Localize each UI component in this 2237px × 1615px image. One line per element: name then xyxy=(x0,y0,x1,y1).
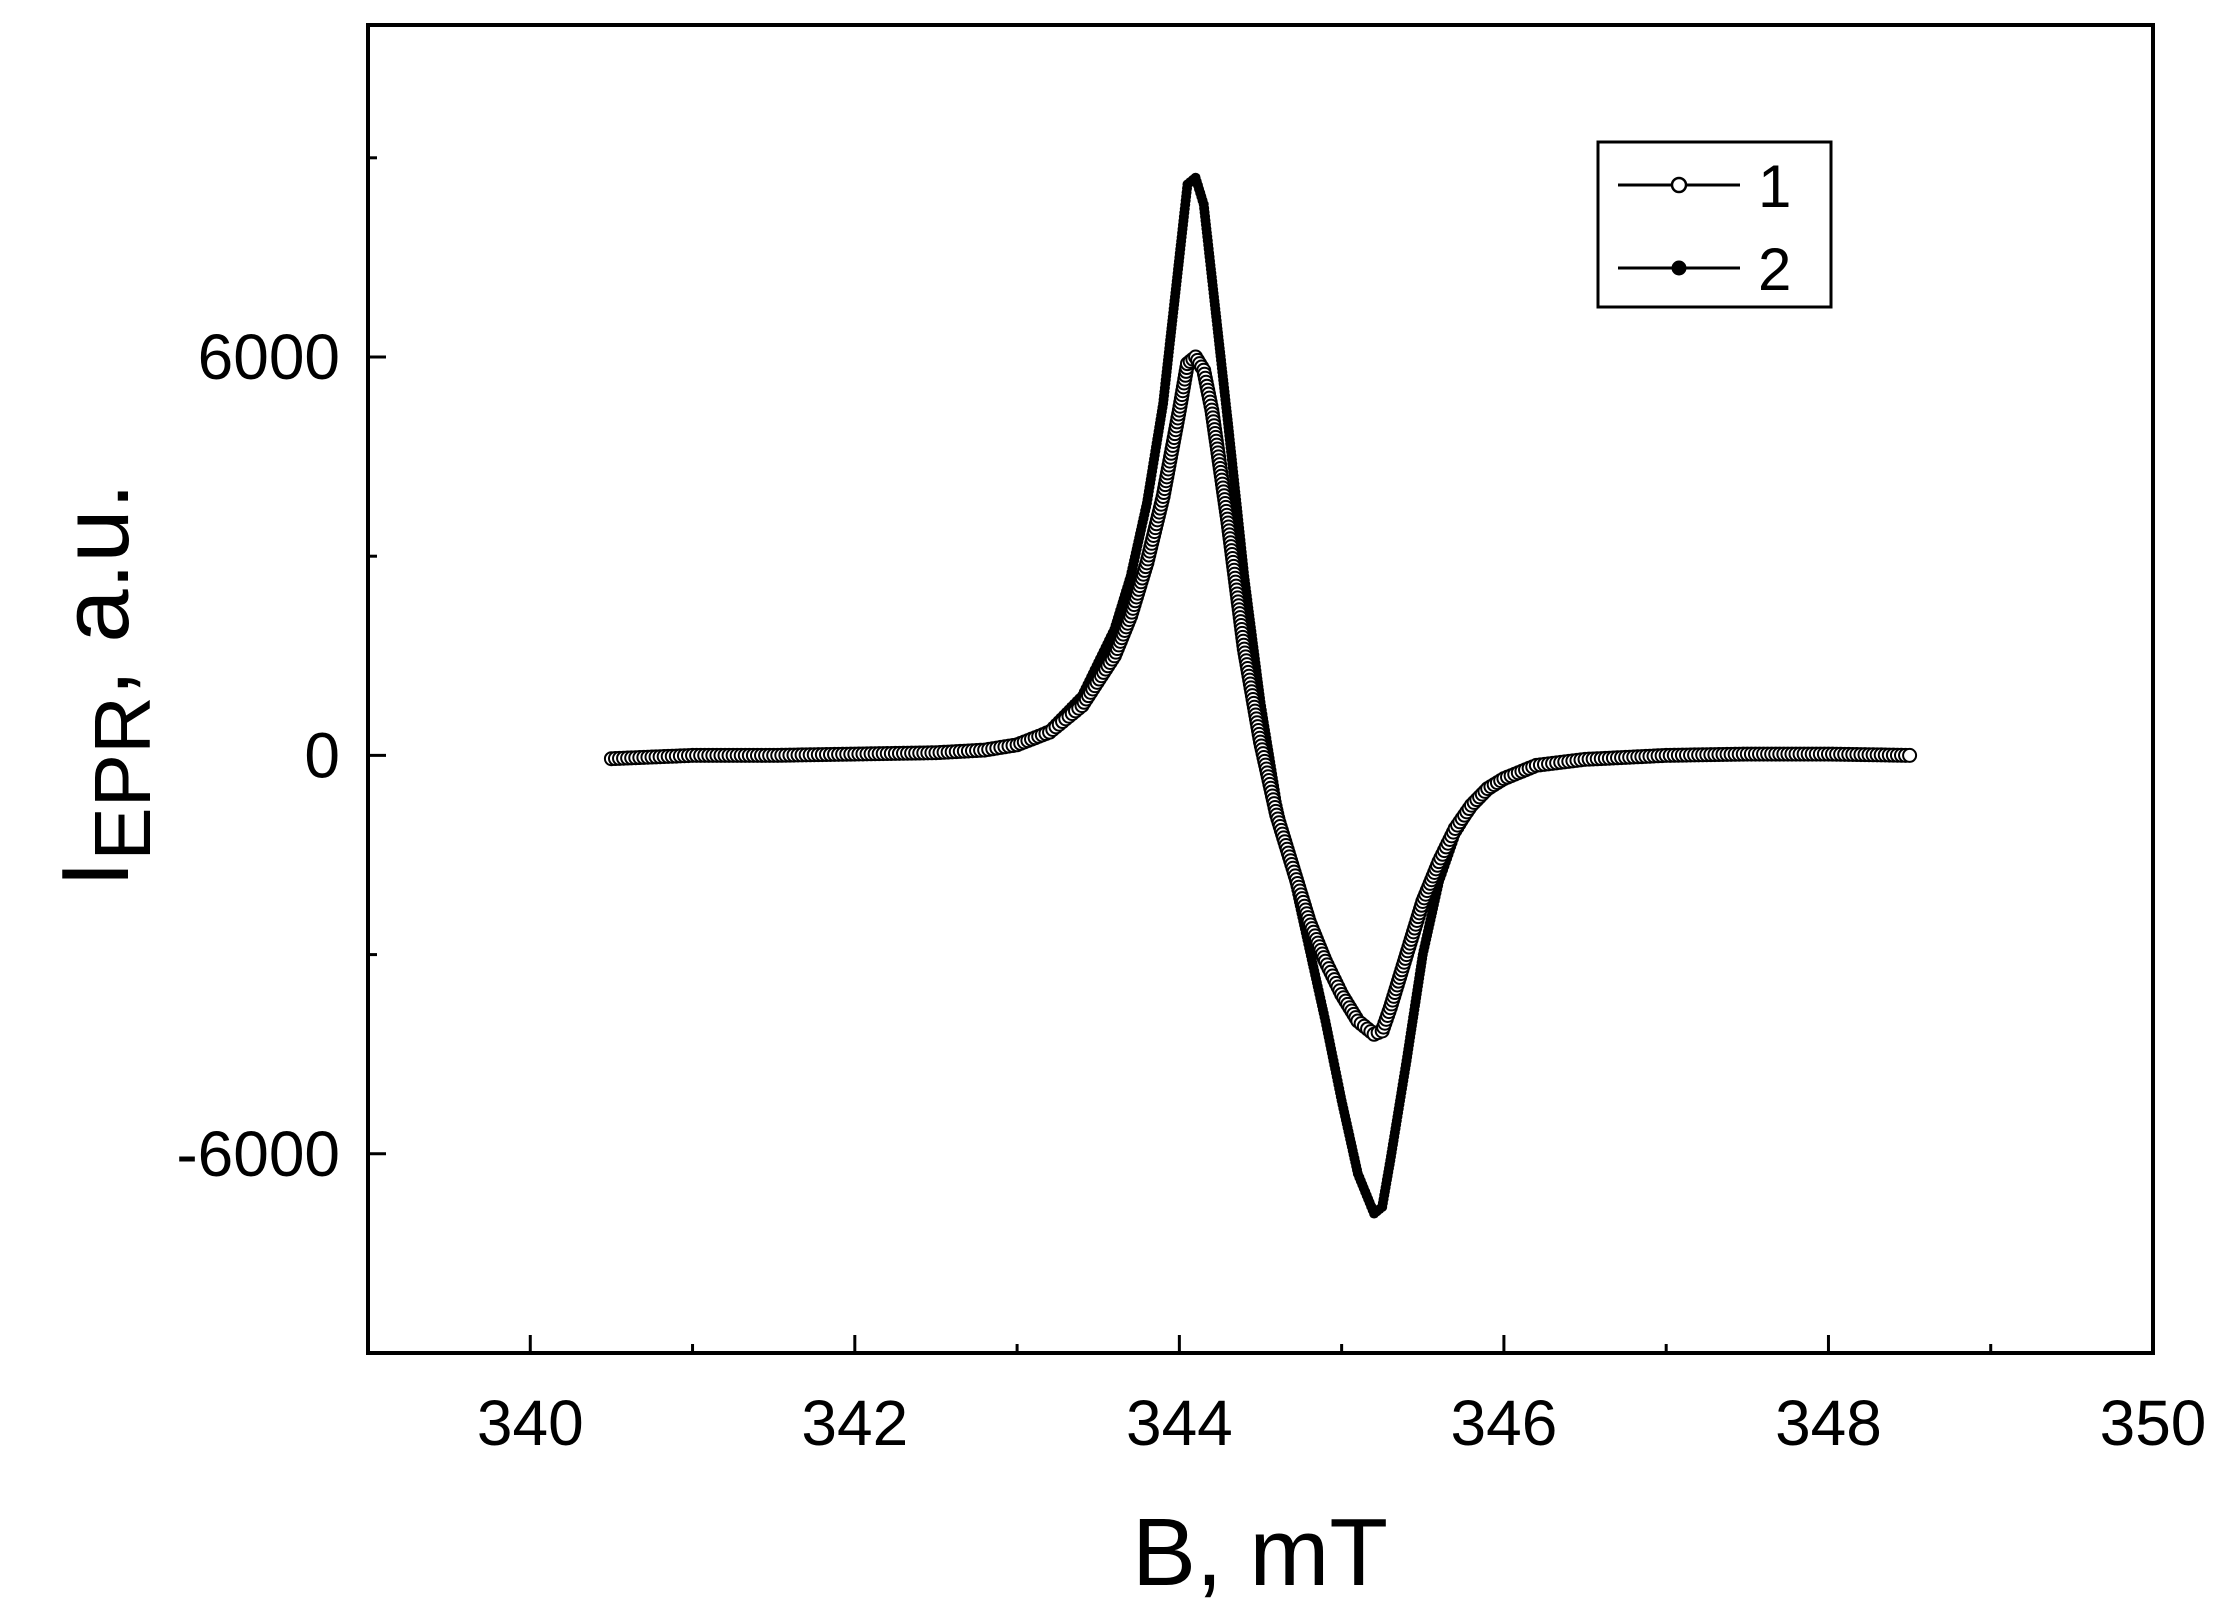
x-tick-label-0: 340 xyxy=(477,1387,584,1459)
y-axis-title-suffix: , a.u. xyxy=(42,483,149,696)
legend-box xyxy=(1596,140,1833,309)
x-tick-label-5: 350 xyxy=(2100,1387,2207,1459)
y-axis-title-subscript: EPR xyxy=(78,696,167,861)
y-axis-title-base: I xyxy=(42,861,149,888)
legend-marker-2 xyxy=(1671,260,1687,276)
legend-label-2: 2 xyxy=(1758,236,1791,303)
series-1-point-567 xyxy=(1902,747,1918,763)
x-tick-label-1: 342 xyxy=(801,1387,908,1459)
y-tick-label-1: 0 xyxy=(304,719,340,791)
series-1 xyxy=(603,349,1918,1042)
series-layer xyxy=(603,172,1918,1219)
legend-label-1: 1 xyxy=(1758,153,1791,220)
ticks-layer: 340 342 344 346 348 350 -6000 0 6000 xyxy=(176,156,2207,1459)
y-axis-title: IEPR, a.u. xyxy=(42,483,167,888)
legend-marker-1 xyxy=(1670,176,1688,194)
series-2 xyxy=(606,172,1915,1219)
y-tick-label-0: -6000 xyxy=(176,1118,340,1190)
plot-frame xyxy=(366,23,2155,1355)
x-tick-label-4: 348 xyxy=(1775,1387,1882,1459)
y-tick-label-2: 6000 xyxy=(198,321,340,393)
x-tick-label-2: 344 xyxy=(1126,1387,1233,1459)
x-axis-title: B, mT xyxy=(1132,1499,1388,1606)
legend: 1 2 xyxy=(1596,140,1833,309)
x-tick-label-3: 346 xyxy=(1451,1387,1558,1459)
